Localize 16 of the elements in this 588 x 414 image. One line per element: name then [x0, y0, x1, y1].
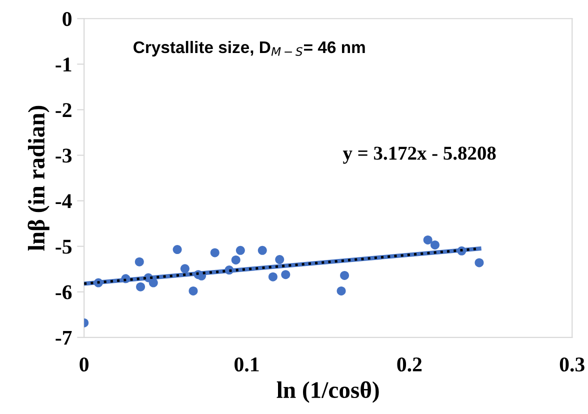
y-tick-label: -6 — [56, 285, 72, 300]
y-tick-label: -1 — [56, 58, 72, 72]
y-tick-label: -5 — [56, 240, 72, 254]
annotation: Crystallite size, D$_{M−S}$= 46 nm — [134, 40, 365, 56]
y-tick-label: -3 — [56, 148, 72, 163]
annotation: y = 3.172x - 5.8208 — [342, 146, 496, 164]
y-tick-label: -7 — [56, 330, 72, 345]
x-tick-label: 0.3 — [560, 357, 584, 372]
x-tick-label: 0.1 — [234, 357, 259, 372]
y-tick-label: -4 — [56, 194, 72, 208]
x-tick-label: 0 — [80, 357, 88, 372]
y-axis-title: lnβ (in radian) — [28, 106, 50, 251]
x-tick-label: 0.2 — [397, 357, 422, 372]
y-tick-label: -2 — [56, 103, 72, 117]
y-tick-label: 0 — [62, 12, 72, 26]
x-axis-title: ln (1/cosθ) — [276, 381, 379, 403]
